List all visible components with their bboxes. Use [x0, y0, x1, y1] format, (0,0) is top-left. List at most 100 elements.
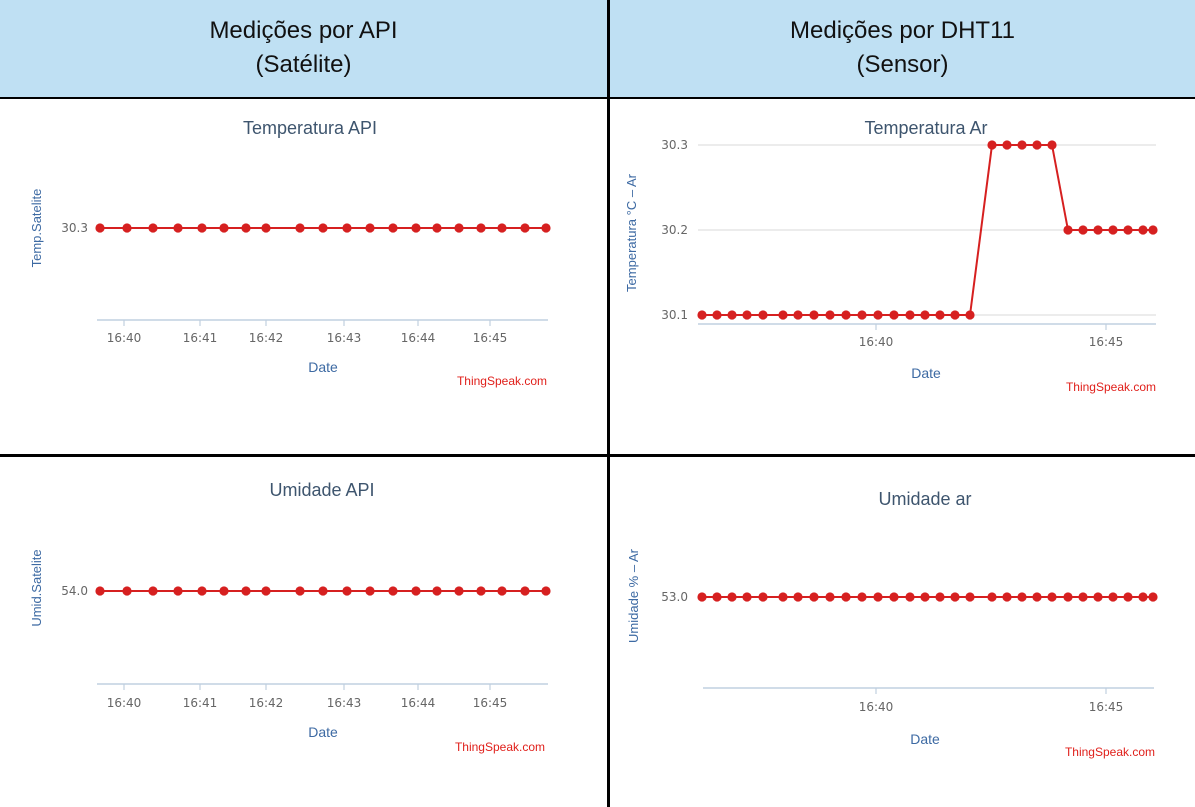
data-point[interactable] [295, 586, 305, 596]
data-point[interactable] [295, 223, 305, 233]
data-point[interactable] [1032, 140, 1042, 150]
thingspeak-credit[interactable]: ThingSpeak.com [455, 740, 545, 754]
data-point[interactable] [1002, 592, 1012, 602]
data-point[interactable] [432, 223, 442, 233]
data-point[interactable] [476, 223, 486, 233]
data-point[interactable] [1148, 225, 1158, 235]
data-point[interactable] [889, 310, 899, 320]
thingspeak-credit[interactable]: ThingSpeak.com [1066, 380, 1156, 394]
data-point[interactable] [1063, 592, 1073, 602]
data-point[interactable] [742, 592, 752, 602]
data-point[interactable] [454, 223, 464, 233]
data-point[interactable] [365, 586, 375, 596]
data-point[interactable] [758, 310, 768, 320]
data-point[interactable] [712, 592, 722, 602]
data-point[interactable] [520, 223, 530, 233]
data-point[interactable] [1047, 140, 1057, 150]
thingspeak-credit[interactable]: ThingSpeak.com [1065, 745, 1155, 759]
data-point[interactable] [432, 586, 442, 596]
data-point[interactable] [841, 310, 851, 320]
data-point[interactable] [727, 310, 737, 320]
data-point[interactable] [742, 310, 752, 320]
data-point[interactable] [697, 592, 707, 602]
data-point[interactable] [497, 223, 507, 233]
data-point[interactable] [1063, 225, 1073, 235]
data-point[interactable] [793, 310, 803, 320]
data-point[interactable] [935, 310, 945, 320]
data-point[interactable] [241, 223, 251, 233]
data-point[interactable] [793, 592, 803, 602]
data-point[interactable] [920, 592, 930, 602]
data-point[interactable] [411, 223, 421, 233]
data-point[interactable] [148, 586, 158, 596]
data-point[interactable] [520, 586, 530, 596]
data-point[interactable] [727, 592, 737, 602]
data-point[interactable] [950, 592, 960, 602]
data-point[interactable] [809, 592, 819, 602]
data-point[interactable] [241, 586, 251, 596]
data-point[interactable] [758, 592, 768, 602]
data-point[interactable] [1108, 592, 1118, 602]
data-point[interactable] [541, 586, 551, 596]
data-point[interactable] [411, 586, 421, 596]
data-point[interactable] [219, 223, 229, 233]
data-point[interactable] [778, 592, 788, 602]
data-point[interactable] [454, 586, 464, 596]
data-point[interactable] [857, 592, 867, 602]
data-point[interactable] [889, 592, 899, 602]
data-point[interactable] [825, 592, 835, 602]
data-point[interactable] [1078, 592, 1088, 602]
data-point[interactable] [1047, 592, 1057, 602]
data-point[interactable] [950, 310, 960, 320]
data-point[interactable] [1093, 592, 1103, 602]
data-point[interactable] [95, 223, 105, 233]
data-point[interactable] [318, 223, 328, 233]
data-point[interactable] [148, 223, 158, 233]
data-point[interactable] [261, 223, 271, 233]
data-point[interactable] [905, 310, 915, 320]
data-point[interactable] [1138, 592, 1148, 602]
data-point[interactable] [1138, 225, 1148, 235]
data-point[interactable] [342, 586, 352, 596]
data-point[interactable] [712, 310, 722, 320]
data-point[interactable] [987, 592, 997, 602]
data-point[interactable] [95, 586, 105, 596]
data-point[interactable] [365, 223, 375, 233]
data-point[interactable] [965, 592, 975, 602]
data-point[interactable] [825, 310, 835, 320]
data-point[interactable] [873, 310, 883, 320]
data-point[interactable] [905, 592, 915, 602]
data-point[interactable] [987, 140, 997, 150]
data-point[interactable] [1017, 140, 1027, 150]
data-point[interactable] [809, 310, 819, 320]
data-point[interactable] [122, 586, 132, 596]
data-point[interactable] [1108, 225, 1118, 235]
data-point[interactable] [857, 310, 867, 320]
data-point[interactable] [388, 223, 398, 233]
data-point[interactable] [935, 592, 945, 602]
data-point[interactable] [476, 586, 486, 596]
data-point[interactable] [1148, 592, 1158, 602]
data-point[interactable] [318, 586, 328, 596]
data-point[interactable] [965, 310, 975, 320]
data-point[interactable] [541, 223, 551, 233]
data-point[interactable] [261, 586, 271, 596]
data-point[interactable] [197, 223, 207, 233]
data-point[interactable] [173, 586, 183, 596]
data-point[interactable] [1093, 225, 1103, 235]
thingspeak-credit[interactable]: ThingSpeak.com [457, 374, 547, 388]
data-point[interactable] [173, 223, 183, 233]
data-point[interactable] [873, 592, 883, 602]
data-point[interactable] [197, 586, 207, 596]
data-point[interactable] [920, 310, 930, 320]
data-point[interactable] [388, 586, 398, 596]
data-point[interactable] [1078, 225, 1088, 235]
data-point[interactable] [342, 223, 352, 233]
data-point[interactable] [122, 223, 132, 233]
data-point[interactable] [219, 586, 229, 596]
data-point[interactable] [1123, 592, 1133, 602]
data-point[interactable] [1032, 592, 1042, 602]
data-point[interactable] [778, 310, 788, 320]
data-point[interactable] [497, 586, 507, 596]
data-point[interactable] [841, 592, 851, 602]
